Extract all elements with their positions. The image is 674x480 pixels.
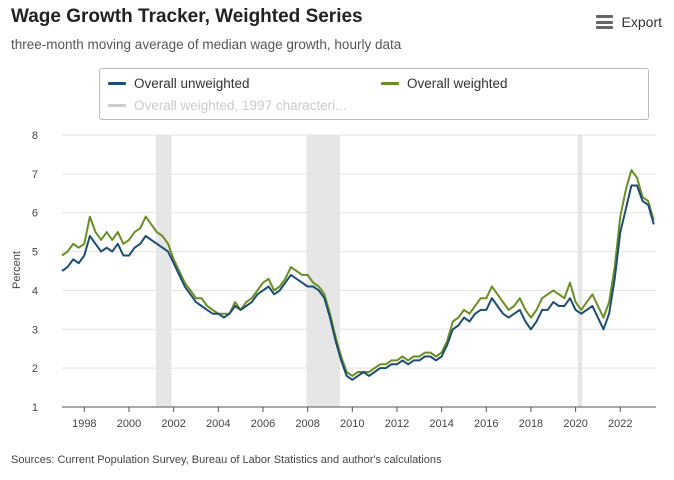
menu-icon bbox=[595, 15, 613, 29]
x-tick-2010: 2010 bbox=[340, 418, 364, 430]
legend-swatch-unweighted bbox=[108, 82, 126, 85]
source-note: Sources: Current Population Survey, Bure… bbox=[11, 454, 442, 466]
x-tick-2000: 2000 bbox=[117, 418, 141, 430]
y-tick-1: 1 bbox=[32, 402, 38, 414]
y-tick-2: 2 bbox=[32, 363, 38, 375]
x-tick-2022: 2022 bbox=[608, 418, 632, 430]
legend-swatch-weighted-1997 bbox=[108, 104, 126, 107]
y-tick-3: 3 bbox=[32, 324, 38, 336]
grid-lines bbox=[62, 134, 656, 408]
x-tick-1998: 1998 bbox=[72, 418, 96, 430]
recession-band-0 bbox=[155, 135, 172, 407]
chart-title: Wage Growth Tracker, Weighted Series bbox=[11, 6, 363, 27]
legend-item-weighted[interactable]: Overall weighted bbox=[381, 76, 508, 91]
x-tick-2020: 2020 bbox=[563, 418, 587, 430]
y-tick-7: 7 bbox=[32, 169, 38, 181]
recession-band-1 bbox=[306, 135, 341, 407]
legend-swatch-weighted bbox=[381, 82, 399, 85]
x-tick-2008: 2008 bbox=[295, 418, 319, 430]
x-axis-ticks: 1998 2000 2002 2004 2006 2008 2010 2012 2014 2016… bbox=[72, 407, 633, 430]
x-tick-2016: 2016 bbox=[474, 418, 498, 430]
y-tick-6: 6 bbox=[32, 208, 38, 220]
series-line-1 bbox=[61, 169, 655, 377]
x-tick-2012: 2012 bbox=[385, 418, 409, 430]
y-tick-8: 8 bbox=[32, 130, 38, 142]
x-tick-2006: 2006 bbox=[251, 418, 275, 430]
legend-label-weighted-1997: Overall weighted, 1997 characteri... bbox=[134, 98, 347, 113]
recession-bands bbox=[155, 135, 583, 407]
series-lines bbox=[61, 169, 655, 381]
recession-band-2 bbox=[577, 135, 583, 407]
legend-item-unweighted[interactable]: Overall unweighted bbox=[108, 76, 250, 91]
export-label: Export bbox=[621, 14, 662, 30]
export-button[interactable]: Export bbox=[595, 14, 662, 30]
y-tick-4: 4 bbox=[32, 285, 38, 297]
y-axis-label: Percent bbox=[11, 251, 23, 289]
legend-label-unweighted: Overall unweighted bbox=[134, 76, 250, 91]
y-axis-ticks: 1 2 3 4 5 6 7 8 bbox=[32, 130, 38, 414]
legend-item-weighted-1997[interactable]: Overall weighted, 1997 characteri... bbox=[108, 98, 346, 113]
y-tick-5: 5 bbox=[32, 247, 38, 259]
chart-subtitle: three-month moving average of median wag… bbox=[11, 37, 402, 52]
x-tick-2004: 2004 bbox=[206, 418, 230, 430]
x-tick-2018: 2018 bbox=[519, 418, 543, 430]
legend-label-weighted: Overall weighted bbox=[407, 76, 508, 91]
chart-legend: Overall unweighted Overall weighted Over… bbox=[99, 68, 649, 120]
x-tick-2002: 2002 bbox=[161, 418, 185, 430]
series-line-0 bbox=[61, 184, 655, 381]
x-tick-2014: 2014 bbox=[429, 418, 453, 430]
